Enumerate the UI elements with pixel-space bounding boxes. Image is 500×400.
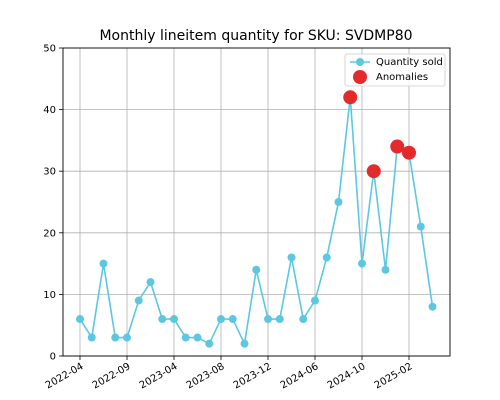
chart-title: Monthly lineitem quantity for SKU: SVDMP…	[99, 28, 412, 44]
quantity-point	[416, 222, 425, 231]
quantity-point	[181, 333, 190, 342]
quantity-point	[99, 259, 108, 268]
quantity-point	[299, 315, 308, 324]
legend: Quantity sold Anomalies	[344, 53, 446, 87]
quantity-sold-line	[79, 97, 434, 347]
quantity-point	[228, 315, 237, 324]
quantity-point	[158, 315, 167, 324]
y-tick-label: 50	[43, 44, 56, 55]
anomaly-point	[343, 90, 358, 105]
anomaly-point	[402, 145, 416, 160]
legend-marker-quantity	[356, 58, 364, 66]
quantity-point	[146, 278, 155, 287]
x-tick-label: 2022-04	[44, 361, 86, 391]
legend-label-anomalies: Anomalies	[376, 72, 428, 83]
quantity-point	[111, 333, 120, 342]
quantity-point	[205, 339, 214, 348]
quantity-point	[287, 253, 296, 262]
x-tick-label: 2022-09	[91, 361, 133, 391]
quantity-point	[76, 315, 84, 324]
y-tick-label: 0	[50, 352, 56, 363]
anomaly-point	[366, 164, 381, 179]
legend-marker-anomalies	[353, 70, 367, 84]
quantity-point	[428, 302, 437, 311]
x-tick-label: 2023-12	[232, 361, 274, 391]
y-tick-label: 40	[43, 105, 56, 116]
quantity-point	[275, 315, 284, 324]
x-tick-label: 2023-08	[185, 361, 227, 391]
y-tick-label: 30	[43, 167, 56, 178]
y-tick-label: 20	[43, 228, 56, 239]
plot-frame	[62, 47, 451, 357]
quantity-point	[334, 198, 343, 206]
quantity-point	[123, 333, 131, 342]
quantity-point	[264, 315, 272, 324]
x-tick-label: 2023-04	[138, 361, 180, 391]
quantity-point	[252, 265, 261, 274]
x-tick-label: 2024-10	[326, 361, 368, 391]
y-tick-label: 10	[43, 290, 56, 301]
quantity-point	[87, 333, 96, 342]
legend-label-quantity: Quantity sold	[376, 57, 443, 68]
quantity-point	[240, 339, 249, 348]
quantity-point	[170, 315, 178, 324]
quantity-point	[358, 259, 366, 268]
quantity-point	[322, 253, 331, 262]
quantity-point	[311, 296, 319, 305]
quantity-point	[217, 315, 225, 324]
series	[76, 90, 437, 348]
quantity-point	[381, 265, 390, 274]
x-tick-label: 2024-06	[279, 361, 321, 391]
quantity-point	[134, 296, 143, 305]
anomaly-point	[390, 139, 405, 154]
quantity-point	[193, 333, 202, 342]
x-tick-label: 2025-02	[373, 361, 415, 391]
